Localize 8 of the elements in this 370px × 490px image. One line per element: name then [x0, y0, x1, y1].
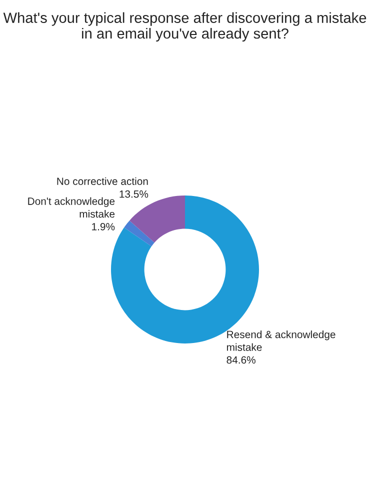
chart-title: What's your typical response after discovering a mistake in an email you've already sent?	[3, 12, 366, 42]
slice-label: No corrective action	[57, 177, 148, 185]
slice-label: Don't acknowledge mistake	[28, 197, 115, 218]
slice-label: Resend & acknowledge mistake	[226, 330, 336, 351]
data-label: 84.6%	[226, 356, 256, 364]
donut-slice	[124, 220, 154, 246]
data-label: 13.5%	[120, 190, 148, 198]
data-label: 1.9%	[92, 223, 115, 230]
